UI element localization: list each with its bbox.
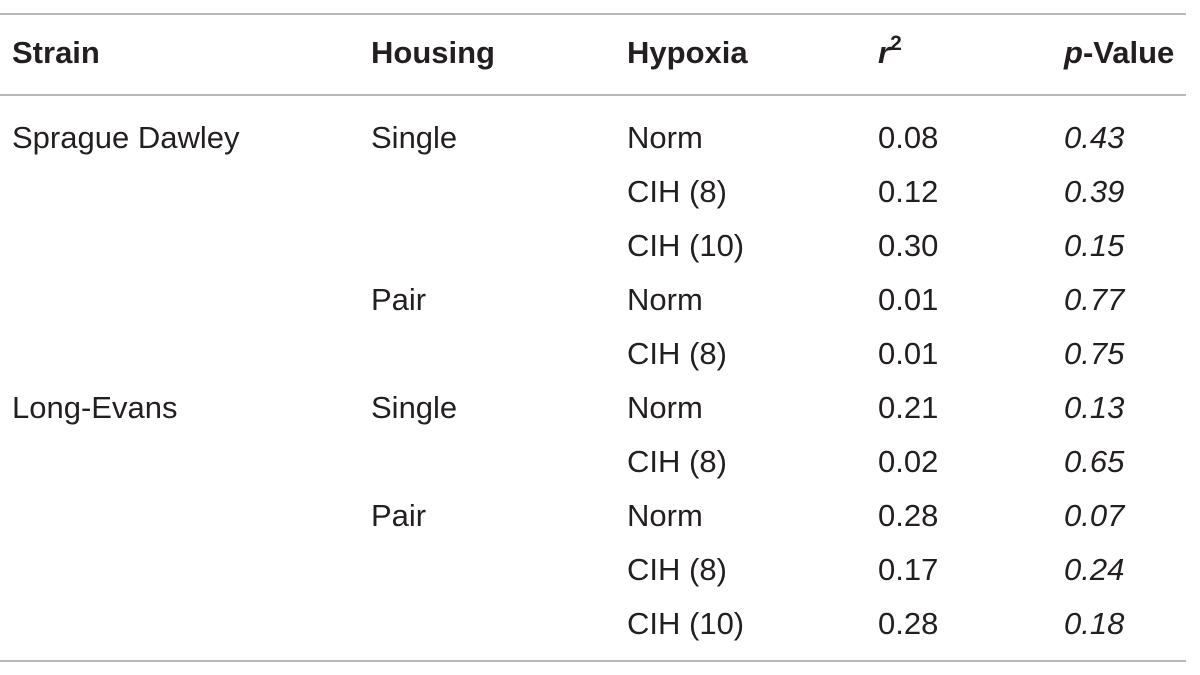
cell-r-squared: 0.28 — [878, 498, 939, 533]
cell-p-value: 0.75 — [1064, 336, 1125, 371]
table-row: Pair Norm 0.01 0.77 — [0, 273, 1186, 327]
cell-r-squared: 0.21 — [878, 390, 939, 425]
cell-r-squared: 0.08 — [878, 120, 939, 155]
cell-r-squared: 0.01 — [878, 336, 939, 371]
cell-hypoxia: CIH (8) — [627, 336, 727, 371]
cell-r-squared: 0.17 — [878, 552, 939, 587]
cell-hypoxia: Norm — [627, 282, 703, 317]
cell-p-value: 0.07 — [1064, 498, 1125, 533]
cell-housing: Pair — [371, 498, 427, 533]
cell-p-value: 0.43 — [1064, 120, 1125, 155]
header-p-value: p-Value — [1064, 26, 1174, 80]
cell-p-value: 0.65 — [1064, 444, 1125, 479]
cell-hypoxia: CIH (10) — [627, 606, 745, 641]
cell-p-value: 0.39 — [1064, 174, 1125, 209]
cell-hypoxia: CIH (10) — [627, 228, 745, 263]
table-row: CIH (8) 0.02 0.65 — [0, 435, 1186, 489]
cell-p-value: 0.13 — [1064, 390, 1125, 425]
cell-housing: Pair — [371, 282, 427, 317]
header-p-value-italic: p — [1064, 35, 1083, 70]
table-header-row: Strain Housing Hypoxia r2 p-Value — [0, 15, 1186, 94]
header-r-squared: r2 — [878, 26, 902, 80]
cell-hypoxia: CIH (8) — [627, 444, 727, 479]
cell-r-squared: 0.02 — [878, 444, 939, 479]
table-bottom-rule — [0, 660, 1186, 662]
cell-hypoxia: CIH (8) — [627, 552, 727, 587]
table-top-rule — [0, 13, 1186, 15]
header-r-squared-exponent: 2 — [890, 31, 902, 55]
cell-r-squared: 0.01 — [878, 282, 939, 317]
cell-r-squared: 0.28 — [878, 606, 939, 641]
header-p-value-rest: -Value — [1082, 35, 1175, 70]
cell-housing: Single — [371, 120, 458, 155]
cell-strain: Long-Evans — [12, 390, 178, 425]
cell-r-squared: 0.12 — [878, 174, 939, 209]
table-row: Sprague Dawley Single Norm 0.08 0.43 — [0, 111, 1186, 165]
cell-hypoxia: Norm — [627, 498, 703, 533]
header-rule — [0, 94, 1186, 96]
cell-strain: Sprague Dawley — [12, 120, 240, 155]
cell-p-value: 0.18 — [1064, 606, 1125, 641]
cell-p-value: 0.15 — [1064, 228, 1125, 263]
table-body: Sprague Dawley Single Norm 0.08 0.43 CIH… — [0, 96, 1186, 652]
cell-p-value: 0.77 — [1064, 282, 1125, 317]
data-table: Strain Housing Hypoxia r2 p-Value Spragu… — [0, 13, 1186, 652]
cell-hypoxia: Norm — [627, 390, 703, 425]
header-strain: Strain — [12, 35, 100, 70]
table-row: CIH (8) 0.12 0.39 — [0, 165, 1186, 219]
cell-hypoxia: Norm — [627, 120, 703, 155]
cell-housing: Single — [371, 390, 458, 425]
table-row: CIH (10) 0.28 0.18 — [0, 597, 1186, 651]
header-hypoxia: Hypoxia — [627, 35, 748, 70]
table-row: CIH (10) 0.30 0.15 — [0, 219, 1186, 273]
cell-r-squared: 0.30 — [878, 228, 939, 263]
table-row: CIH (8) 0.01 0.75 — [0, 327, 1186, 381]
header-housing: Housing — [371, 35, 495, 70]
header-r-squared-base: r — [878, 35, 891, 70]
table-row: Pair Norm 0.28 0.07 — [0, 489, 1186, 543]
table-row: Long-Evans Single Norm 0.21 0.13 — [0, 381, 1186, 435]
cell-p-value: 0.24 — [1064, 552, 1125, 587]
table-row: CIH (8) 0.17 0.24 — [0, 543, 1186, 597]
cell-hypoxia: CIH (8) — [627, 174, 727, 209]
